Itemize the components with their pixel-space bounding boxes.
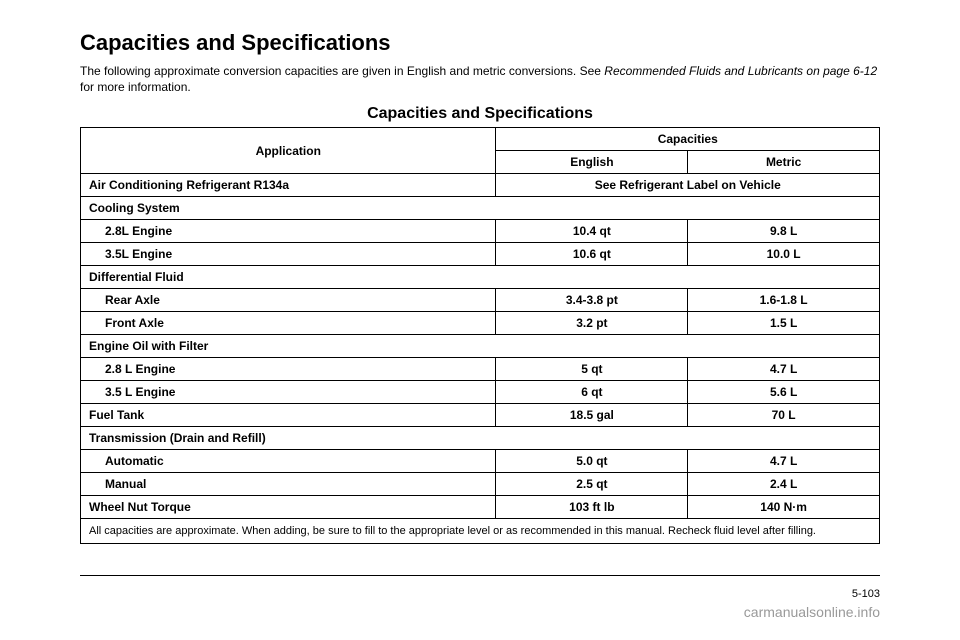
table-title: Capacities and Specifications xyxy=(80,105,880,123)
cell-label: Manual xyxy=(81,473,496,496)
table-row: Cooling System xyxy=(81,197,880,220)
intro-italic: Recommended Fluids and Lubricants on pag… xyxy=(604,64,877,78)
cell-metric: 9.8 L xyxy=(688,220,880,243)
cell-english: 6 qt xyxy=(496,381,688,404)
cell-metric: 4.7 L xyxy=(688,358,880,381)
table-row: Rear Axle3.4-3.8 pt1.6-1.8 L xyxy=(81,289,880,312)
cell-metric: 5.6 L xyxy=(688,381,880,404)
table-row: 3.5L Engine10.6 qt10.0 L xyxy=(81,243,880,266)
page-number: 5-103 xyxy=(80,588,880,600)
cell-english: 18.5 gal xyxy=(496,404,688,427)
capacities-table: Application Capacities English Metric Ai… xyxy=(80,127,880,544)
table-row: Manual2.5 qt2.4 L xyxy=(81,473,880,496)
cell-label: Differential Fluid xyxy=(81,266,880,289)
cell-label: 2.8 L Engine xyxy=(81,358,496,381)
table-row: Air Conditioning Refrigerant R134aSee Re… xyxy=(81,174,880,197)
table-row: Wheel Nut Torque103 ft lb140 N·m xyxy=(81,496,880,519)
cell-span: See Refrigerant Label on Vehicle xyxy=(496,174,880,197)
table-footnote: All capacities are approximate. When add… xyxy=(81,519,880,544)
intro-part2: for more information. xyxy=(80,80,191,94)
table-row: Differential Fluid xyxy=(81,266,880,289)
header-capacities: Capacities xyxy=(496,128,880,151)
cell-label: Transmission (Drain and Refill) xyxy=(81,427,880,450)
table-row: 2.8 L Engine5 qt4.7 L xyxy=(81,358,880,381)
intro-part1: The following approximate conversion cap… xyxy=(80,64,604,78)
table-row: Front Axle3.2 pt1.5 L xyxy=(81,312,880,335)
cell-metric: 1.5 L xyxy=(688,312,880,335)
cell-english: 103 ft lb xyxy=(496,496,688,519)
cell-metric: 1.6-1.8 L xyxy=(688,289,880,312)
cell-english: 10.4 qt xyxy=(496,220,688,243)
cell-english: 10.6 qt xyxy=(496,243,688,266)
cell-label: Front Axle xyxy=(81,312,496,335)
table-row: Transmission (Drain and Refill) xyxy=(81,427,880,450)
table-row: Fuel Tank18.5 gal70 L xyxy=(81,404,880,427)
cell-english: 3.4-3.8 pt xyxy=(496,289,688,312)
watermark: carmanualsonline.info xyxy=(80,604,880,620)
cell-label: Engine Oil with Filter xyxy=(81,335,880,358)
cell-label: Rear Axle xyxy=(81,289,496,312)
header-metric: Metric xyxy=(688,151,880,174)
footer-divider xyxy=(80,575,880,576)
cell-english: 2.5 qt xyxy=(496,473,688,496)
cell-metric: 70 L xyxy=(688,404,880,427)
cell-label: 3.5 L Engine xyxy=(81,381,496,404)
table-row: Automatic5.0 qt4.7 L xyxy=(81,450,880,473)
cell-metric: 140 N·m xyxy=(688,496,880,519)
cell-label: Cooling System xyxy=(81,197,880,220)
intro-text: The following approximate conversion cap… xyxy=(80,64,880,95)
cell-metric: 2.4 L xyxy=(688,473,880,496)
table-row: 3.5 L Engine6 qt5.6 L xyxy=(81,381,880,404)
cell-english: 5 qt xyxy=(496,358,688,381)
cell-label: Air Conditioning Refrigerant R134a xyxy=(81,174,496,197)
header-application: Application xyxy=(81,128,496,174)
page-title: Capacities and Specifications xyxy=(80,30,880,56)
cell-english: 5.0 qt xyxy=(496,450,688,473)
cell-label: Automatic xyxy=(81,450,496,473)
cell-metric: 4.7 L xyxy=(688,450,880,473)
cell-label: 2.8L Engine xyxy=(81,220,496,243)
cell-english: 3.2 pt xyxy=(496,312,688,335)
cell-label: Wheel Nut Torque xyxy=(81,496,496,519)
cell-metric: 10.0 L xyxy=(688,243,880,266)
header-english: English xyxy=(496,151,688,174)
cell-label: Fuel Tank xyxy=(81,404,496,427)
footer: 5-103 carmanualsonline.info xyxy=(80,575,880,620)
table-row: Engine Oil with Filter xyxy=(81,335,880,358)
cell-label: 3.5L Engine xyxy=(81,243,496,266)
table-row: 2.8L Engine10.4 qt9.8 L xyxy=(81,220,880,243)
